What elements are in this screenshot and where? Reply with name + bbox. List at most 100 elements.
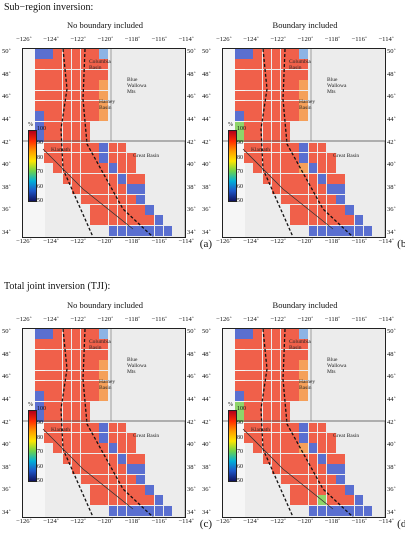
- column-title-right-top: Boundary included: [272, 20, 338, 30]
- grid-cell: [71, 80, 81, 90]
- grid-cell: [345, 485, 354, 495]
- boundary-line: [60, 329, 94, 517]
- lon-tick-label: −124˚: [243, 238, 259, 245]
- grid-cell: [62, 132, 72, 142]
- grid-cell: [35, 339, 44, 350]
- grid-cell: [327, 495, 336, 506]
- grid-cell: [299, 349, 308, 360]
- grid-cell: [317, 194, 327, 205]
- lon-tick-label: −120˚: [97, 238, 114, 245]
- grid-cell: [81, 433, 90, 443]
- boundary-lines: [23, 329, 185, 517]
- grid-cell: [363, 505, 373, 516]
- grid-cell: [235, 360, 244, 370]
- lon-tick-label: −116˚: [151, 316, 168, 323]
- boundary-line: [260, 49, 294, 237]
- grid-cell: [62, 370, 72, 381]
- grid-cell: [44, 153, 53, 163]
- grid-cell: [117, 474, 127, 485]
- grid-cell: [271, 69, 281, 80]
- grid-cell: [299, 153, 308, 163]
- lat-tick-label: 48˚: [2, 70, 11, 78]
- panel-letter: (d): [397, 518, 405, 530]
- grid-cell: [127, 184, 136, 194]
- grid-cell: [308, 184, 318, 194]
- grid-cell: [299, 90, 308, 101]
- longitude-ticks-bottom: −126˚ −124˚ −122˚ −120˚ −118˚ −116˚ −114˚: [16, 238, 194, 245]
- grid-cell: [145, 485, 154, 495]
- grid-cell: [81, 360, 90, 370]
- grid-cell: [35, 59, 44, 70]
- grid-cell: [281, 339, 290, 350]
- lat-tick-label: 48˚: [2, 350, 11, 358]
- lon-tick-label: −114˚: [378, 36, 394, 43]
- grid-cell: [99, 59, 108, 70]
- grid-cell: [71, 90, 81, 101]
- grid-cell: [336, 485, 345, 495]
- grid-cell: [154, 505, 164, 516]
- region-label-great: Great Basin: [333, 153, 360, 159]
- grid-cell: [281, 194, 290, 205]
- grid-cell: [117, 173, 127, 184]
- grid-cell: [262, 153, 272, 163]
- boundary-line: [111, 140, 185, 237]
- grid-cell: [244, 422, 253, 433]
- colorbar-label: 50: [237, 197, 243, 204]
- grid-cell: [62, 443, 72, 454]
- grid-cell: [281, 101, 290, 111]
- grid-cell: [244, 401, 253, 412]
- grid-cell: [127, 194, 136, 205]
- grid-cell: [35, 111, 44, 122]
- lat-tick-label: 42˚: [202, 418, 211, 426]
- grid-cell: [271, 49, 281, 59]
- grid-cell: [127, 505, 136, 516]
- grid-cell: [336, 505, 345, 516]
- grid-cell: [136, 505, 145, 516]
- grid-cell: [71, 163, 81, 174]
- lat-tick-label: 50˚: [387, 48, 396, 55]
- grid-cell: [90, 111, 99, 122]
- grid-cell: [271, 412, 281, 422]
- grid-cell: [44, 132, 53, 142]
- grid-cell: [53, 422, 62, 433]
- grid-cell: [71, 121, 81, 132]
- grid-cell: [62, 349, 72, 360]
- grid-cell: [253, 163, 262, 174]
- grid-cell: [317, 163, 327, 174]
- lon-tick-label: −122˚: [70, 36, 87, 43]
- region-label-klamath: Klamath: [251, 427, 270, 433]
- grid-cell: [253, 142, 262, 153]
- grid-cell: [71, 111, 81, 122]
- grid-cell: [62, 329, 72, 339]
- grid-cell: [271, 381, 281, 391]
- lat-tick-label: 34˚: [387, 229, 396, 236]
- boundary-line: [111, 420, 185, 517]
- boundary-line: [82, 329, 154, 517]
- grid-cell: [308, 464, 318, 474]
- lat-tick-label: 48˚: [387, 70, 396, 78]
- region-label-great: Great Basin: [333, 433, 360, 439]
- grid-cell: [81, 153, 90, 163]
- grid-cell: [81, 381, 90, 391]
- lat-tick-label: 42˚: [387, 138, 396, 146]
- grid-cell: [290, 90, 299, 101]
- grid-cell: [317, 505, 327, 516]
- grid-cell: [99, 391, 108, 402]
- grid-cell: [327, 485, 336, 495]
- colorbar-label: 90: [237, 420, 243, 427]
- grid-cell: [90, 80, 99, 90]
- lat-tick-label: 48˚: [202, 70, 211, 78]
- grid-cell: [308, 443, 318, 454]
- lat-tick-label: 42˚: [202, 138, 211, 146]
- grid-cell: [244, 412, 253, 422]
- grid-cell: [35, 412, 44, 422]
- grid-cell: [81, 184, 90, 194]
- grid-cell: [53, 80, 62, 90]
- colorbar-label: 100: [37, 406, 46, 412]
- grid-cell: [308, 153, 318, 163]
- grid-cell: [44, 349, 53, 360]
- lat-tick-label: 38˚: [2, 463, 11, 471]
- grid-cell: [99, 495, 108, 506]
- grid-cell: [35, 370, 44, 381]
- grid-cell: [271, 360, 281, 370]
